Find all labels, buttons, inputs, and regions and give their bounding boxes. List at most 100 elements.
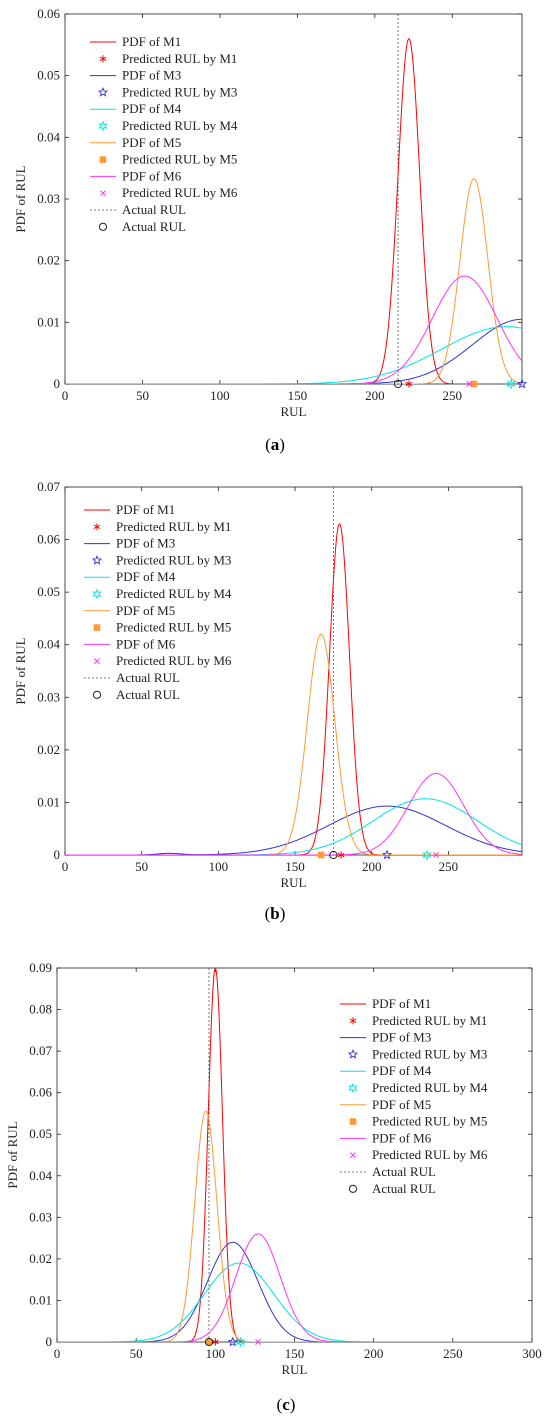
x-tick-label: 250 (443, 1346, 463, 1361)
legend-label: Actual RUL (122, 202, 186, 217)
y-tick-label: 0.01 (29, 1292, 52, 1307)
legend-label: Predicted RUL by M5 (372, 1114, 487, 1129)
legend-entry: Predicted RUL by M6 (350, 1147, 488, 1162)
legend-entry: PDF of M5 (84, 603, 175, 618)
legend-label: Predicted RUL by M3 (116, 552, 231, 567)
series-line-m5 (65, 178, 522, 384)
legend-label: PDF of M6 (116, 636, 176, 651)
x-axis-label: RUL (282, 1362, 308, 1377)
legend-label: Predicted RUL by M3 (122, 84, 237, 99)
predicted-rul-marker-m3 (516, 378, 528, 389)
legend-label: PDF of M3 (116, 536, 175, 551)
y-tick-label: 0.02 (37, 742, 60, 757)
y-axis-label: PDF of RUL (5, 1121, 20, 1188)
legend-entry: PDF of M3 (84, 536, 175, 551)
legend-entry: Predicted RUL by M6 (94, 653, 232, 668)
legend-entry: PDF of M4 (84, 569, 176, 584)
legend-swatch (100, 190, 106, 197)
x-tick-label: 50 (135, 859, 148, 874)
y-axis-label: PDF of RUL (13, 637, 28, 704)
y-tick-label: 0.06 (37, 6, 60, 21)
legend-swatch (349, 1118, 357, 1125)
legend-label: Predicted RUL by M6 (116, 653, 232, 668)
legend-label: PDF of M4 (116, 569, 176, 584)
legend-entry: PDF of M4 (340, 1063, 432, 1078)
y-tick-label: 0.02 (37, 253, 60, 268)
legend-entry: Predicted RUL by M1 (99, 51, 237, 66)
legend-swatch (348, 1184, 358, 1193)
legend-entry: Actual RUL (90, 202, 186, 217)
chart-panel-2: 0 50 100 150 200 250 0 0.01 0.02 0.03 0.04 0.05 0.06… (13, 479, 523, 923)
predicted-rul-marker-m6 (466, 381, 473, 387)
x-tick-label: 200 (365, 388, 385, 403)
legend-label: PDF of M5 (116, 603, 175, 618)
legend-swatch (347, 1049, 359, 1059)
x-tick-label: 100 (210, 388, 230, 403)
legend-entry: Predicted RUL by M5 (99, 152, 237, 167)
x-axis-label: RUL (281, 875, 307, 890)
legend-entry: Predicted RUL by M3 (91, 552, 231, 567)
legend-label: PDF of M3 (372, 1030, 431, 1045)
legend-swatch (93, 523, 101, 531)
y-tick-label: 0.06 (37, 532, 60, 547)
legend-entry: Predicted RUL by M5 (349, 1114, 487, 1129)
x-tick-label: 100 (206, 1346, 226, 1361)
x-tick-label: 300 (522, 1346, 542, 1361)
legend-entry: Actual RUL (348, 1181, 436, 1196)
y-tick-label: 0.05 (37, 584, 60, 599)
y-tick-label: 0 (46, 1334, 53, 1349)
y-tick-label: 0.01 (37, 794, 60, 809)
legend-entry: Actual RUL (340, 1164, 436, 1179)
legend-label: PDF of M6 (122, 168, 182, 183)
predicted-rul-marker-m4 (235, 1336, 246, 1348)
predicted-rul-marker-m5 (317, 851, 325, 859)
panel-caption: (b) (265, 904, 286, 923)
legend-label: Predicted RUL by M4 (122, 118, 238, 133)
y-tick-label: 0.05 (37, 68, 60, 83)
predicted-rul-marker-m4 (506, 378, 516, 390)
actual-rul-marker (329, 850, 338, 860)
legend-entry: PDF of M1 (84, 502, 175, 517)
legend-entry: Actual RUL (98, 219, 186, 234)
legend-entry: Actual RUL (84, 670, 180, 685)
series-line-m4 (57, 1262, 532, 1342)
legend-entry: Predicted RUL by M4 (348, 1080, 488, 1095)
legend-label: Predicted RUL by M4 (372, 1080, 488, 1095)
x-tick-label: 200 (362, 859, 382, 874)
y-tick-label: 0.04 (29, 1168, 52, 1183)
x-tick-label: 150 (285, 1346, 305, 1361)
y-tick-label: 0.04 (37, 129, 60, 144)
legend-label: PDF of M4 (122, 101, 182, 116)
x-tick-label: 150 (288, 388, 308, 403)
predicted-rul-marker-m3 (381, 849, 393, 860)
legend-label: PDF of M1 (372, 996, 431, 1011)
legend-entry: Predicted RUL by M3 (97, 84, 237, 99)
legend-label: PDF of M5 (122, 135, 181, 150)
predicted-rul-marker-m1 (337, 851, 345, 859)
legend-label: PDF of M1 (116, 502, 175, 517)
legend-label: Predicted RUL by M5 (116, 620, 231, 635)
legend-entry: PDF of M6 (84, 636, 176, 651)
y-tick-label: 0.07 (37, 479, 60, 494)
series-line-m6 (65, 773, 522, 855)
legend-entry: PDF of M3 (340, 1030, 431, 1045)
y-tick-label: 0.01 (37, 314, 60, 329)
x-tick-label: 150 (285, 859, 305, 874)
legend-entry: Predicted RUL by M6 (100, 185, 238, 200)
y-axis-label: PDF of RUL (13, 165, 28, 232)
x-tick-label: 0 (62, 859, 69, 874)
series-line-m4 (65, 798, 522, 855)
actual-rul-marker (393, 379, 403, 389)
legend-swatch (92, 588, 102, 600)
legend-entry: Predicted RUL by M4 (98, 118, 238, 133)
legend-label: Actual RUL (122, 219, 186, 234)
y-tick-label: 0.08 (29, 1002, 52, 1017)
predicted-rul-marker-m1 (405, 380, 413, 388)
x-tick-label: 0 (62, 388, 69, 403)
predicted-rul-marker-m6 (255, 1339, 262, 1345)
legend-entry: PDF of M1 (90, 34, 181, 49)
legend-label: Predicted RUL by M1 (116, 519, 231, 534)
legend-entry: Predicted RUL by M3 (347, 1046, 487, 1061)
